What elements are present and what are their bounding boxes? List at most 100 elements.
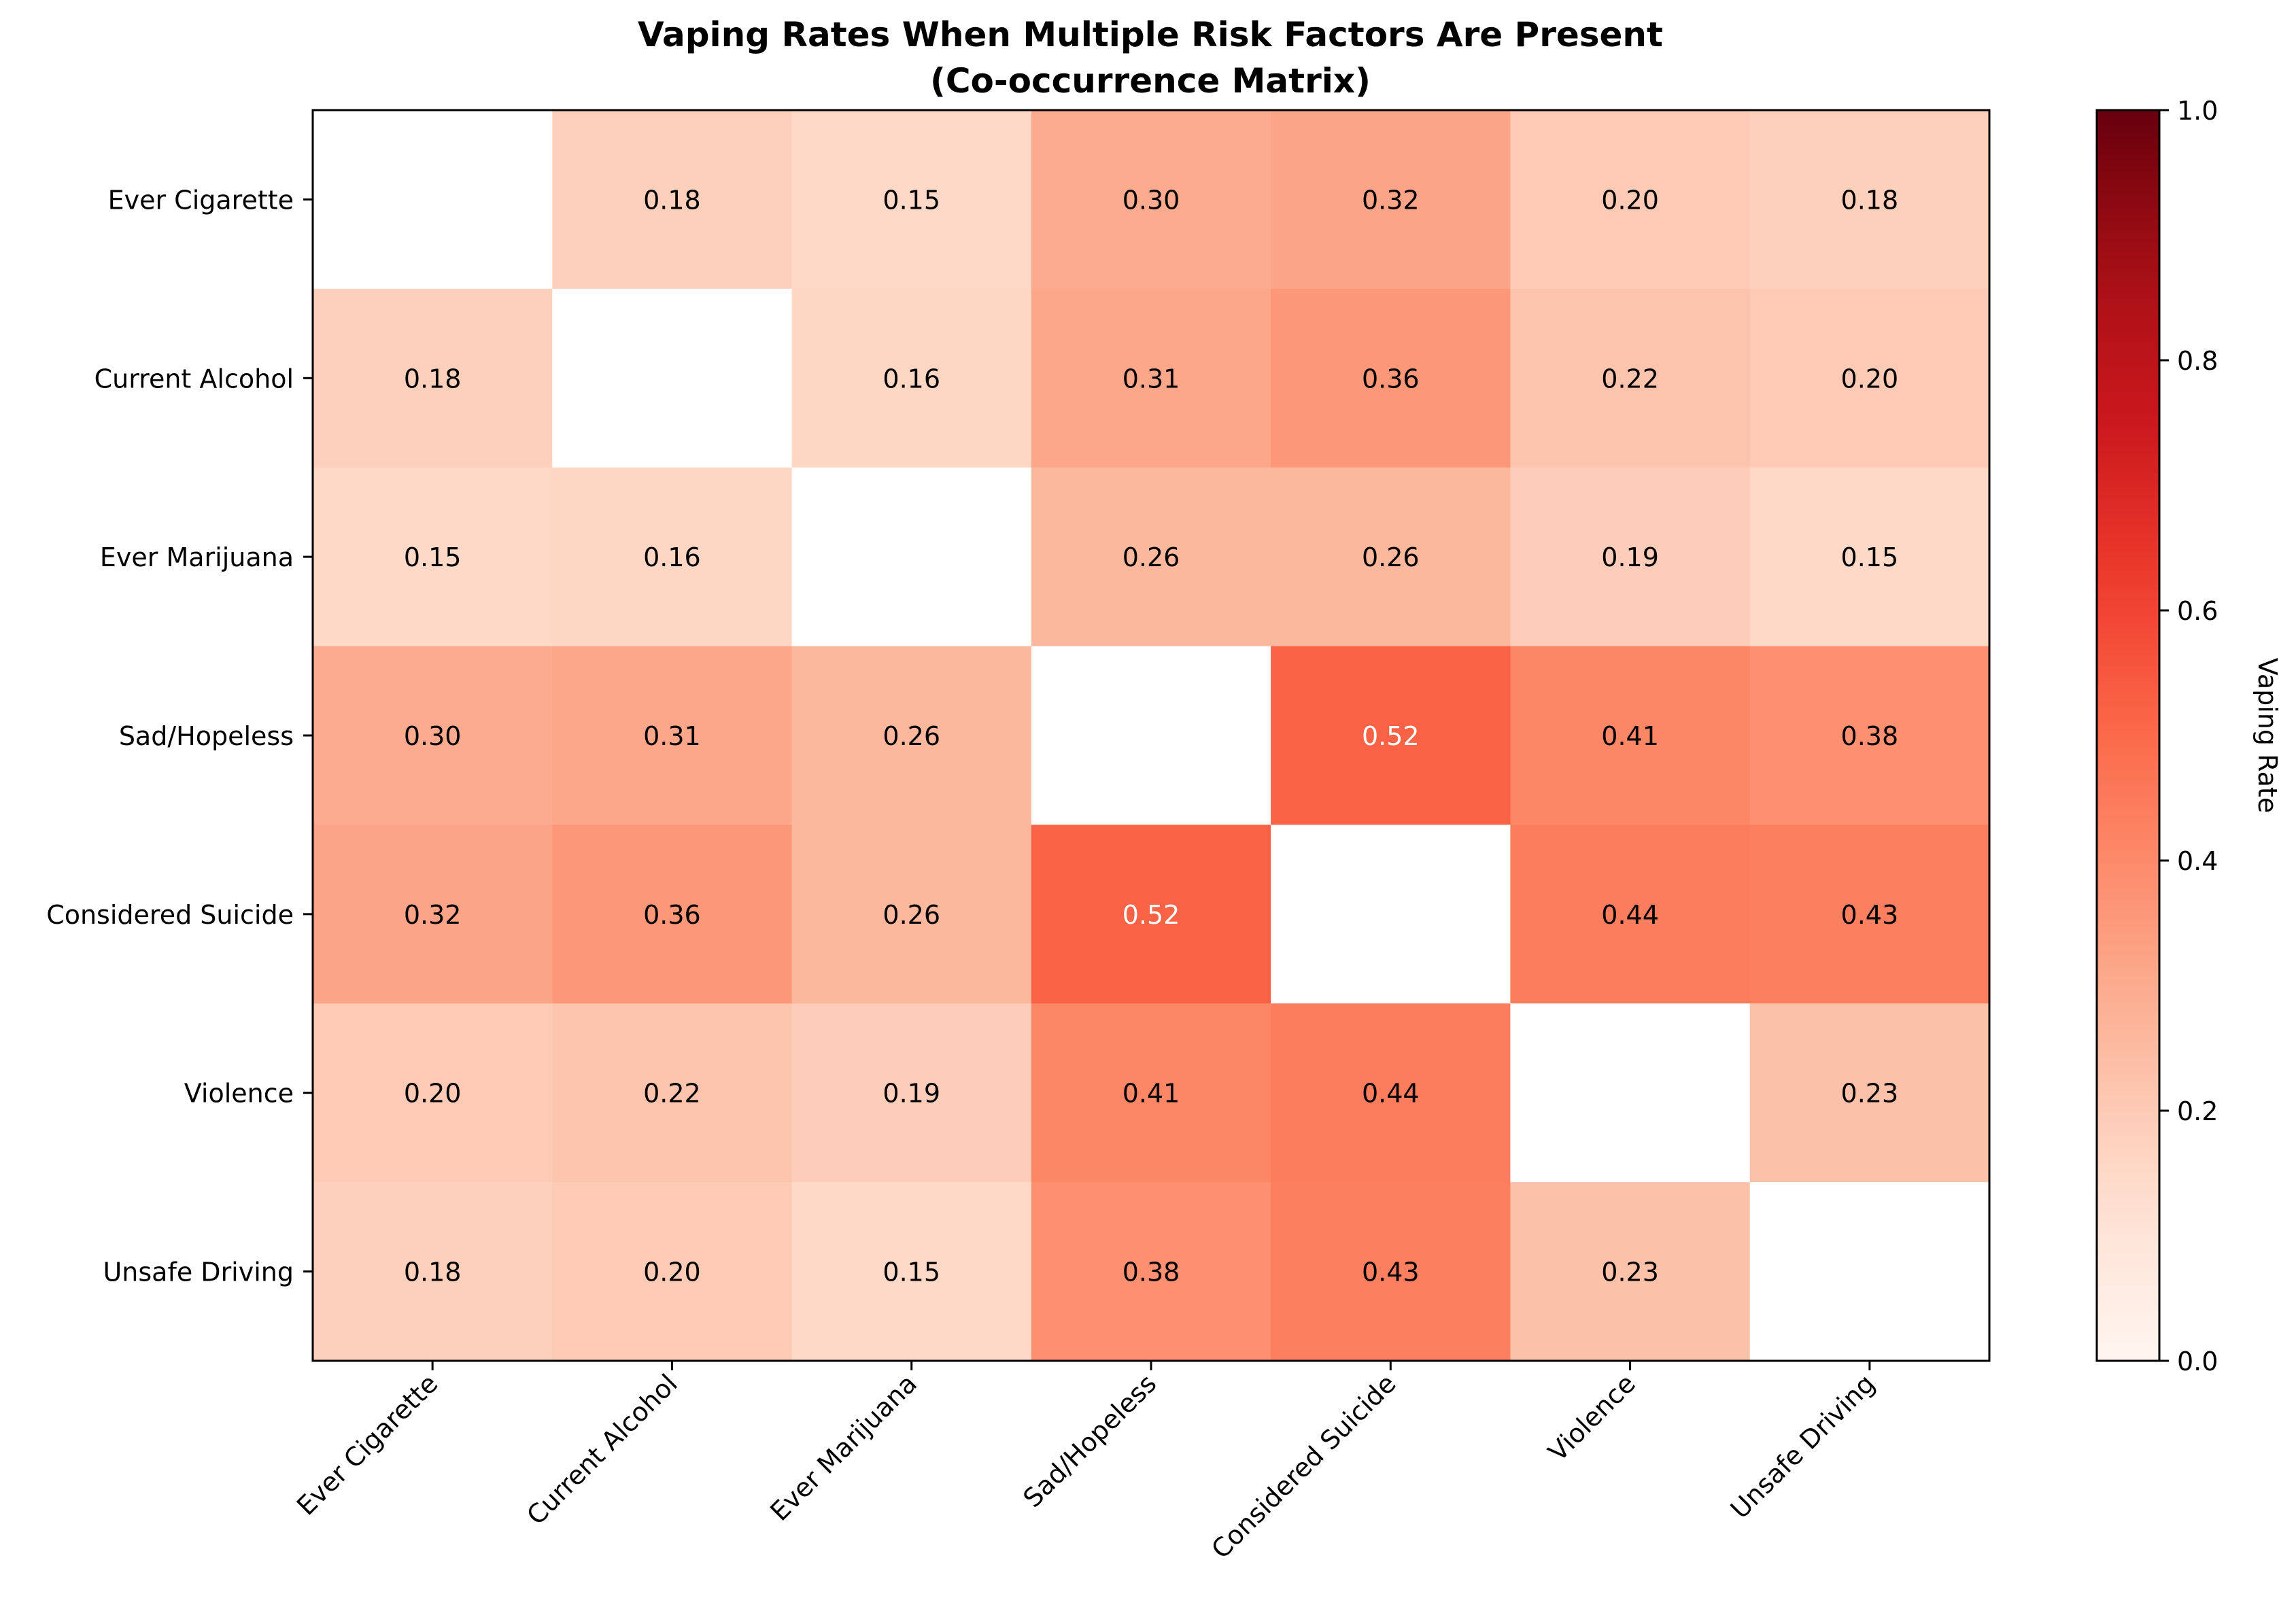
colorbar-gradient <box>2097 110 2159 1361</box>
heatmap-cell <box>1271 288 1511 468</box>
col-tick-label: Ever Marijuana <box>764 1368 923 1527</box>
cell-value-label: 0.26 <box>883 900 940 930</box>
heatmap-cell <box>552 1182 793 1361</box>
heatmap-cells <box>313 110 1990 1361</box>
colorbar-tick-label: 0.2 <box>2177 1096 2218 1126</box>
heatmap-cell <box>1510 288 1751 468</box>
cell-value-label: 0.22 <box>643 1079 701 1109</box>
heatmap-cell <box>552 467 793 647</box>
colorbar-tick-label: 0.0 <box>2177 1347 2218 1376</box>
heatmap-cell <box>1271 467 1511 647</box>
col-tick-label: Ever Cigarette <box>291 1368 443 1521</box>
cell-value-label: 0.16 <box>643 542 701 572</box>
cell-value-label: 0.22 <box>1601 364 1659 394</box>
heatmap-cell <box>1749 110 1990 290</box>
cell-value-label: 0.26 <box>1123 542 1180 572</box>
cell-value-label: 0.18 <box>404 364 462 394</box>
heatmap-cell <box>1031 110 1271 290</box>
cell-value-label: 0.18 <box>1841 185 1899 215</box>
heatmap-cell <box>313 467 553 647</box>
colorbar-label: Vaping Rate <box>2252 658 2282 813</box>
heatmap-cell <box>791 467 1032 647</box>
heatmap-cell <box>1749 1182 1990 1361</box>
heatmap-cell <box>1271 1003 1511 1183</box>
heatmap-cell <box>1031 646 1271 826</box>
cell-value-label: 0.30 <box>1123 185 1180 215</box>
heatmap-cell <box>552 646 793 826</box>
cell-value-label: 0.52 <box>1123 900 1180 930</box>
col-tick-label: Considered Suicide <box>1205 1368 1401 1564</box>
row-tick-label: Sad/Hopeless <box>119 721 294 751</box>
cell-value-label: 0.43 <box>1362 1258 1420 1287</box>
heatmap-cell <box>313 1182 553 1361</box>
heatmap-cell <box>313 288 553 468</box>
heatmap-cell <box>313 646 553 826</box>
row-axis: Ever Cigarette Current Alcohol Ever Mariju… <box>46 185 313 1287</box>
cell-value-label: 0.15 <box>883 1258 940 1287</box>
cell-value-label: 0.15 <box>1841 542 1899 572</box>
heatmap-cell <box>552 1003 793 1183</box>
cell-value-label: 0.15 <box>883 185 940 215</box>
row-tick-label: Considered Suicide <box>46 900 294 930</box>
cell-value-label: 0.32 <box>1362 185 1420 215</box>
heatmap-cell <box>1749 1003 1990 1183</box>
cell-value-label: 0.41 <box>1123 1079 1180 1109</box>
heatmap-cell <box>1749 646 1990 826</box>
row-tick-label: Violence <box>184 1079 294 1109</box>
chart-subtitle: (Co-occurrence Matrix) <box>930 61 1371 101</box>
cell-value-label: 0.20 <box>643 1258 701 1287</box>
cell-value-label: 0.38 <box>1123 1258 1180 1287</box>
row-tick-label: Ever Marijuana <box>100 542 294 572</box>
heatmap-cell <box>1510 825 1751 1004</box>
colorbar-tick-label: 0.4 <box>2177 846 2218 876</box>
cell-value-label: 0.18 <box>404 1258 462 1287</box>
cell-value-label: 0.31 <box>643 721 701 751</box>
cell-value-label: 0.36 <box>1362 364 1420 394</box>
heatmap-cell <box>1510 1182 1751 1361</box>
cell-value-label: 0.20 <box>1841 364 1899 394</box>
cell-value-label: 0.20 <box>404 1079 462 1109</box>
heatmap-cell <box>552 110 793 290</box>
cell-value-label: 0.16 <box>883 364 940 394</box>
col-tick-label: Unsafe Driving <box>1725 1368 1881 1524</box>
heatmap-cell <box>1031 1003 1271 1183</box>
cell-value-label: 0.19 <box>1601 542 1659 572</box>
heatmap-cell <box>552 825 793 1004</box>
row-tick-label: Current Alcohol <box>95 364 294 394</box>
heatmap-cell <box>791 1003 1032 1183</box>
heatmap-cell <box>1510 110 1751 290</box>
row-tick-label: Ever Cigarette <box>108 185 294 215</box>
colorbar-tick-label: 1.0 <box>2177 96 2218 126</box>
heatmap-cell <box>1510 646 1751 826</box>
heatmap-cell <box>1271 646 1511 826</box>
cell-value-label: 0.20 <box>1601 185 1659 215</box>
heatmap-cell <box>791 288 1032 468</box>
heatmap-cell <box>791 110 1032 290</box>
cell-value-label: 0.18 <box>643 185 701 215</box>
cell-value-label: 0.43 <box>1841 900 1899 930</box>
heatmap-cell <box>1031 288 1271 468</box>
col-tick-label: Violence <box>1543 1368 1641 1467</box>
cell-value-label: 0.30 <box>404 721 462 751</box>
cell-value-label: 0.44 <box>1601 900 1659 930</box>
cell-value-label: 0.26 <box>883 721 940 751</box>
heatmap-cell <box>1510 467 1751 647</box>
heatmap-cell <box>1510 1003 1751 1183</box>
heatmap-cell <box>313 1003 553 1183</box>
cell-value-label: 0.23 <box>1841 1079 1899 1109</box>
heatmap-cell <box>791 825 1032 1004</box>
heatmap-cell <box>1749 825 1990 1004</box>
row-tick-label: Unsafe Driving <box>103 1258 294 1287</box>
heatmap-cell <box>313 825 553 1004</box>
colorbar: 0.0 0.2 0.4 0.6 0.8 1.0 Vaping Rate <box>2095 96 2282 1376</box>
cell-value-label: 0.31 <box>1123 364 1180 394</box>
cell-value-label: 0.26 <box>1362 542 1420 572</box>
heatmap-cell <box>1031 1182 1271 1361</box>
heatmap-cell <box>791 1182 1032 1361</box>
heatmap-cell <box>1031 467 1271 647</box>
cell-value-label: 0.52 <box>1362 721 1420 751</box>
cell-value-label: 0.32 <box>404 900 462 930</box>
heatmap-cell <box>1271 1182 1511 1361</box>
chart-title: Vaping Rates When Multiple Risk Factors … <box>638 15 1663 54</box>
